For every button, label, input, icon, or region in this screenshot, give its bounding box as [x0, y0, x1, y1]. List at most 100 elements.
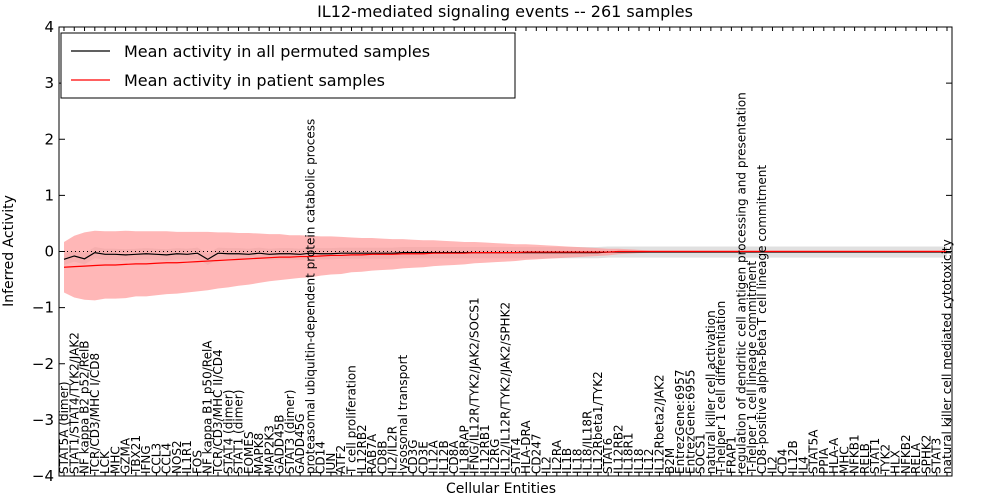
- x-tick-label: STAT5A (dimer): [57, 381, 71, 474]
- x-tick-label: GADD45B: [273, 415, 287, 475]
- y-tick-label: −4: [32, 467, 54, 485]
- x-tick-label: IL4: [796, 456, 810, 474]
- x-tick-label: PPIA: [817, 447, 831, 474]
- x-tick-label: MAPK8: [252, 433, 266, 474]
- x-tick-label: CD8B: [375, 441, 389, 475]
- x-tick-label: STAT6: [601, 438, 615, 474]
- x-tick-label: IL18RAP: [457, 425, 471, 474]
- x-tick-label: regulation of dendritic cell antigen pro…: [735, 92, 749, 474]
- x-tick-label: TCR/CD3/MHC I/CD8: [88, 353, 102, 475]
- x-tick-label: NFKB2: [899, 434, 913, 474]
- x-tick-label: STAT3 (dimer): [283, 390, 297, 474]
- y-tick-label: 4: [44, 18, 54, 36]
- y-tick-label: 1: [44, 186, 54, 204]
- x-tick-label: STAT5A: [807, 429, 821, 474]
- x-tick-label: MAP2K3: [262, 425, 276, 474]
- x-tick-label: CCL4: [160, 443, 174, 474]
- y-tick-label: 2: [44, 130, 54, 148]
- x-tick-label: EOMES: [242, 431, 256, 474]
- x-tick-label: IL12: [642, 449, 656, 475]
- legend-label-permuted: Mean activity in all permuted samples: [124, 42, 430, 61]
- x-tick-label: CD8A: [447, 440, 461, 474]
- y-tick-label: 3: [44, 74, 54, 92]
- x-tick-label: MHC: [108, 446, 122, 474]
- x-tick-label: CD4: [776, 449, 790, 474]
- x-tick-label: CD8-positive alpha-beta T cell lineage c…: [755, 165, 769, 474]
- x-tick-label: proteasomal ubiquitin-dependent protein …: [303, 119, 317, 474]
- x-tick-label: T-helper 1 cell differentiation: [714, 301, 728, 475]
- x-tick-label: SOCS1: [694, 433, 708, 474]
- x-tick-label: SPHK2: [919, 435, 933, 474]
- x-tick-label: TCR/CD3/MHC II/CD4: [211, 349, 225, 475]
- x-tick-label: CD3E: [416, 441, 430, 474]
- x-tick-label: STAT3: [930, 438, 944, 474]
- x-tick-label: ATF2: [334, 445, 348, 474]
- x-tick-label: IL12B: [437, 440, 451, 474]
- x-tick-label: IL18: [632, 449, 646, 475]
- x-tick-label: STAT4 (dimer): [221, 390, 235, 474]
- x-tick-label: NF kappa B1 p50/RelA: [201, 340, 215, 474]
- x-tick-label: IL1B: [560, 448, 574, 474]
- legend: Mean activity in all permuted samples Me…: [60, 32, 516, 99]
- x-tick-label: CD247: [529, 433, 543, 474]
- x-tick-label: lysosomal transport: [396, 354, 410, 474]
- x-axis-label: Cellular Entities: [446, 481, 556, 497]
- x-tick-label: STAT1: [868, 438, 882, 474]
- legend-label-patient: Mean activity in patient samples: [124, 71, 385, 90]
- y-tick-label: −3: [32, 411, 54, 429]
- x-tick-label: IL12Rbeta1/TYK2: [591, 371, 605, 474]
- x-tick-label: HLA-DRA: [519, 420, 533, 474]
- x-tick-label: IL12A: [427, 440, 441, 474]
- series-line-1: [63, 250, 947, 268]
- x-tick-label: IFNG/IL12R/TYK2/JAK2/SOCS1: [468, 297, 482, 474]
- x-tick-label: JUN: [324, 453, 338, 475]
- x-tick-label: HLA-A: [827, 437, 841, 474]
- x-tick-label: IL2RA: [550, 439, 564, 474]
- x-tick-label: CCL3: [149, 443, 163, 474]
- x-tick-label: NOS2: [170, 440, 184, 474]
- x-tick-label: GADD45G: [293, 413, 307, 474]
- x-tick-label: IL12RB2: [355, 424, 369, 474]
- x-tick-label: CD3G: [406, 439, 420, 474]
- x-tick-label: IL1R1: [180, 440, 194, 474]
- y-tick-label: −2: [32, 355, 54, 373]
- x-tick-label: NFKB1: [848, 434, 862, 474]
- y-axis-label: Inferred Activity: [1, 195, 17, 307]
- x-tick-label: IL18: [570, 449, 584, 475]
- x-tick-label: FOS: [190, 450, 204, 474]
- x-tick-label: FRAP1: [724, 436, 738, 474]
- x-tick-label: IL2RG: [488, 439, 502, 475]
- x-tick-label: B2M: [663, 448, 677, 474]
- x-tick-label: IL12RB1: [478, 424, 492, 474]
- chart-title: IL12-mediated signaling events -- 261 sa…: [317, 2, 693, 21]
- x-tick-label: LCK: [98, 450, 112, 474]
- x-tick-label: IL2: [540, 456, 554, 474]
- x-tick-label: T cell proliferation: [344, 365, 358, 475]
- x-tick-label: HLX: [889, 450, 903, 474]
- y-tick-label: −1: [32, 299, 54, 317]
- x-tick-label: GZMA: [119, 437, 133, 474]
- x-tick-label: IL2/IL2R: [386, 426, 400, 474]
- x-tick-label: STAT1/STAT4/TYK2/JAK2: [67, 332, 81, 474]
- y-axis: −4 −3 −2 −1 0 1 2 3 4: [32, 18, 952, 485]
- x-tick-label: IL12Rbeta2/JAK2: [653, 374, 667, 474]
- x-tick-label: MHC: [837, 446, 851, 474]
- x-tick-label: TBX21: [129, 435, 143, 475]
- x-tick-label: RAB7A: [365, 433, 379, 474]
- x-tick-label: natural killer cell activation: [704, 310, 718, 474]
- y-tick-label: 0: [44, 243, 54, 261]
- x-tick-label: IL18/IL18R: [581, 411, 595, 474]
- x-tick-label: RELA: [909, 442, 923, 474]
- line-layer: [59, 250, 952, 268]
- x-tick-label: NF kappa B2 p52/RelB: [78, 340, 92, 474]
- x-tick-label: natural killer cell mediated cytotoxicit…: [940, 239, 954, 474]
- x-tick-label: STAT4: [509, 438, 523, 474]
- band-layer: [64, 230, 947, 301]
- x-tick-label: IL12/IL12R/TYK2/JAK2/SPHK2: [499, 302, 513, 474]
- legend-box: [60, 32, 516, 99]
- x-tick-label: RELB: [858, 443, 872, 474]
- x-tick-label: TYK2: [878, 444, 892, 475]
- x-tick-label: IL18R1: [622, 433, 636, 474]
- x-tick-label: EntrezGene:6955: [683, 370, 697, 475]
